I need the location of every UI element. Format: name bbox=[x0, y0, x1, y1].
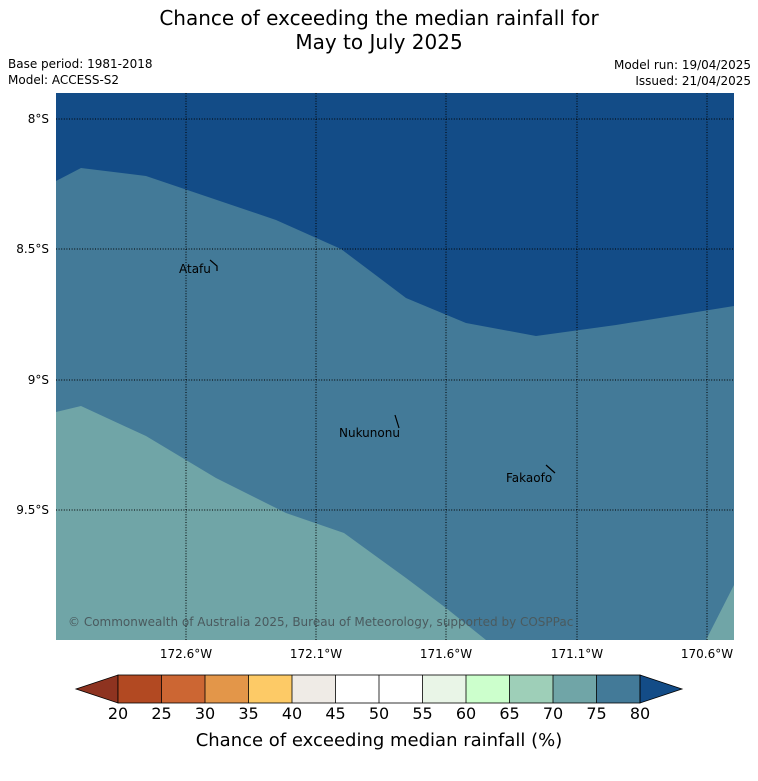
lon-label: 172.6°W bbox=[159, 647, 213, 661]
colorbar-tick: 40 bbox=[281, 704, 303, 723]
lon-label: 172.1°W bbox=[289, 647, 343, 661]
island-outlines bbox=[209, 259, 556, 474]
lat-label: 9.5°S bbox=[16, 503, 49, 517]
colorbar-tick: 30 bbox=[194, 704, 216, 723]
colorbar-tick: 70 bbox=[542, 704, 564, 723]
colorbar-label: Chance of exceeding median rainfall (%) bbox=[195, 730, 563, 751]
lon-label: 171.1°W bbox=[550, 647, 604, 661]
place-label-fakaofo: Fakaofo bbox=[506, 471, 553, 485]
colorbar-tick: 20 bbox=[107, 704, 129, 723]
colorbar-segment-25-30 bbox=[161, 675, 205, 703]
colorbar bbox=[74, 674, 684, 704]
colorbar-tick: 80 bbox=[629, 704, 651, 723]
colorbar-tick: 60 bbox=[455, 704, 477, 723]
colorbar-tick: 65 bbox=[499, 704, 520, 723]
colorbar-tick: 55 bbox=[412, 704, 433, 723]
colorbar-segment-65-70 bbox=[509, 675, 553, 703]
colorbar-segment-75-80 bbox=[596, 675, 640, 703]
colorbar-frame bbox=[117, 674, 641, 704]
map-svg bbox=[56, 93, 734, 640]
colorbar-segment-30-35 bbox=[205, 675, 249, 703]
model-name: Model: ACCESS-S2 bbox=[8, 73, 120, 87]
place-label-atafu: Atafu bbox=[179, 262, 211, 276]
colorbar-dividers bbox=[161, 675, 597, 703]
band-70-75 bbox=[56, 406, 486, 640]
colorbar-segment-50-55 bbox=[379, 675, 423, 703]
atafu-outline bbox=[209, 259, 218, 271]
colorbar-tick: 25 bbox=[151, 704, 172, 723]
fakaofo-outline bbox=[545, 464, 556, 474]
model-run: Model run: 19/04/2025 bbox=[613, 58, 751, 72]
issued-date: Issued: 21/04/2025 bbox=[635, 74, 751, 88]
colorbar-segment-35-40 bbox=[248, 675, 292, 703]
colorbar-tick: 35 bbox=[238, 704, 259, 723]
place-label-nukunonu: Nukunonu bbox=[339, 426, 400, 440]
lon-label: 171.6°W bbox=[419, 647, 473, 661]
chart-title: Chance of exceeding the median rainfall … bbox=[0, 6, 758, 54]
meta-right: Model run: 19/04/2025 Issued: 21/04/2025 bbox=[614, 57, 751, 89]
colorbar-tick: 50 bbox=[368, 704, 390, 723]
title-line-2: May to July 2025 bbox=[295, 30, 463, 54]
colorbar-tick: 75 bbox=[586, 704, 607, 723]
lon-label: 170.6°W bbox=[680, 647, 734, 661]
colorbar-segment-40-45 bbox=[292, 675, 336, 703]
colorbar-tick: 45 bbox=[325, 704, 346, 723]
colorbar-segment-55-60 bbox=[422, 675, 466, 703]
lat-label: 8°S bbox=[27, 112, 49, 126]
colorbar-extend-high bbox=[639, 674, 684, 704]
copyright-notice: © Commonwealth of Australia 2025, Bureau… bbox=[68, 615, 574, 629]
base-period: Base period: 1981-2018 bbox=[8, 57, 153, 71]
nukunonu-outline bbox=[394, 414, 400, 429]
lat-label: 8.5°S bbox=[16, 242, 49, 256]
colorbar-segment-60-65 bbox=[466, 675, 510, 703]
map-panel bbox=[56, 93, 734, 640]
lat-label: 9°S bbox=[27, 373, 49, 387]
colorbar-extend-low bbox=[74, 674, 119, 704]
colorbar-segment-20-25 bbox=[118, 675, 162, 703]
colorbar-segment-45-50 bbox=[335, 675, 379, 703]
meta-left: Base period: 1981-2018 Model: ACCESS-S2 bbox=[8, 56, 153, 88]
gridlines bbox=[56, 93, 734, 640]
colorbar-segment-70-75 bbox=[553, 675, 597, 703]
title-line-1: Chance of exceeding the median rainfall … bbox=[159, 6, 599, 30]
band-70-75-corner bbox=[706, 585, 734, 640]
